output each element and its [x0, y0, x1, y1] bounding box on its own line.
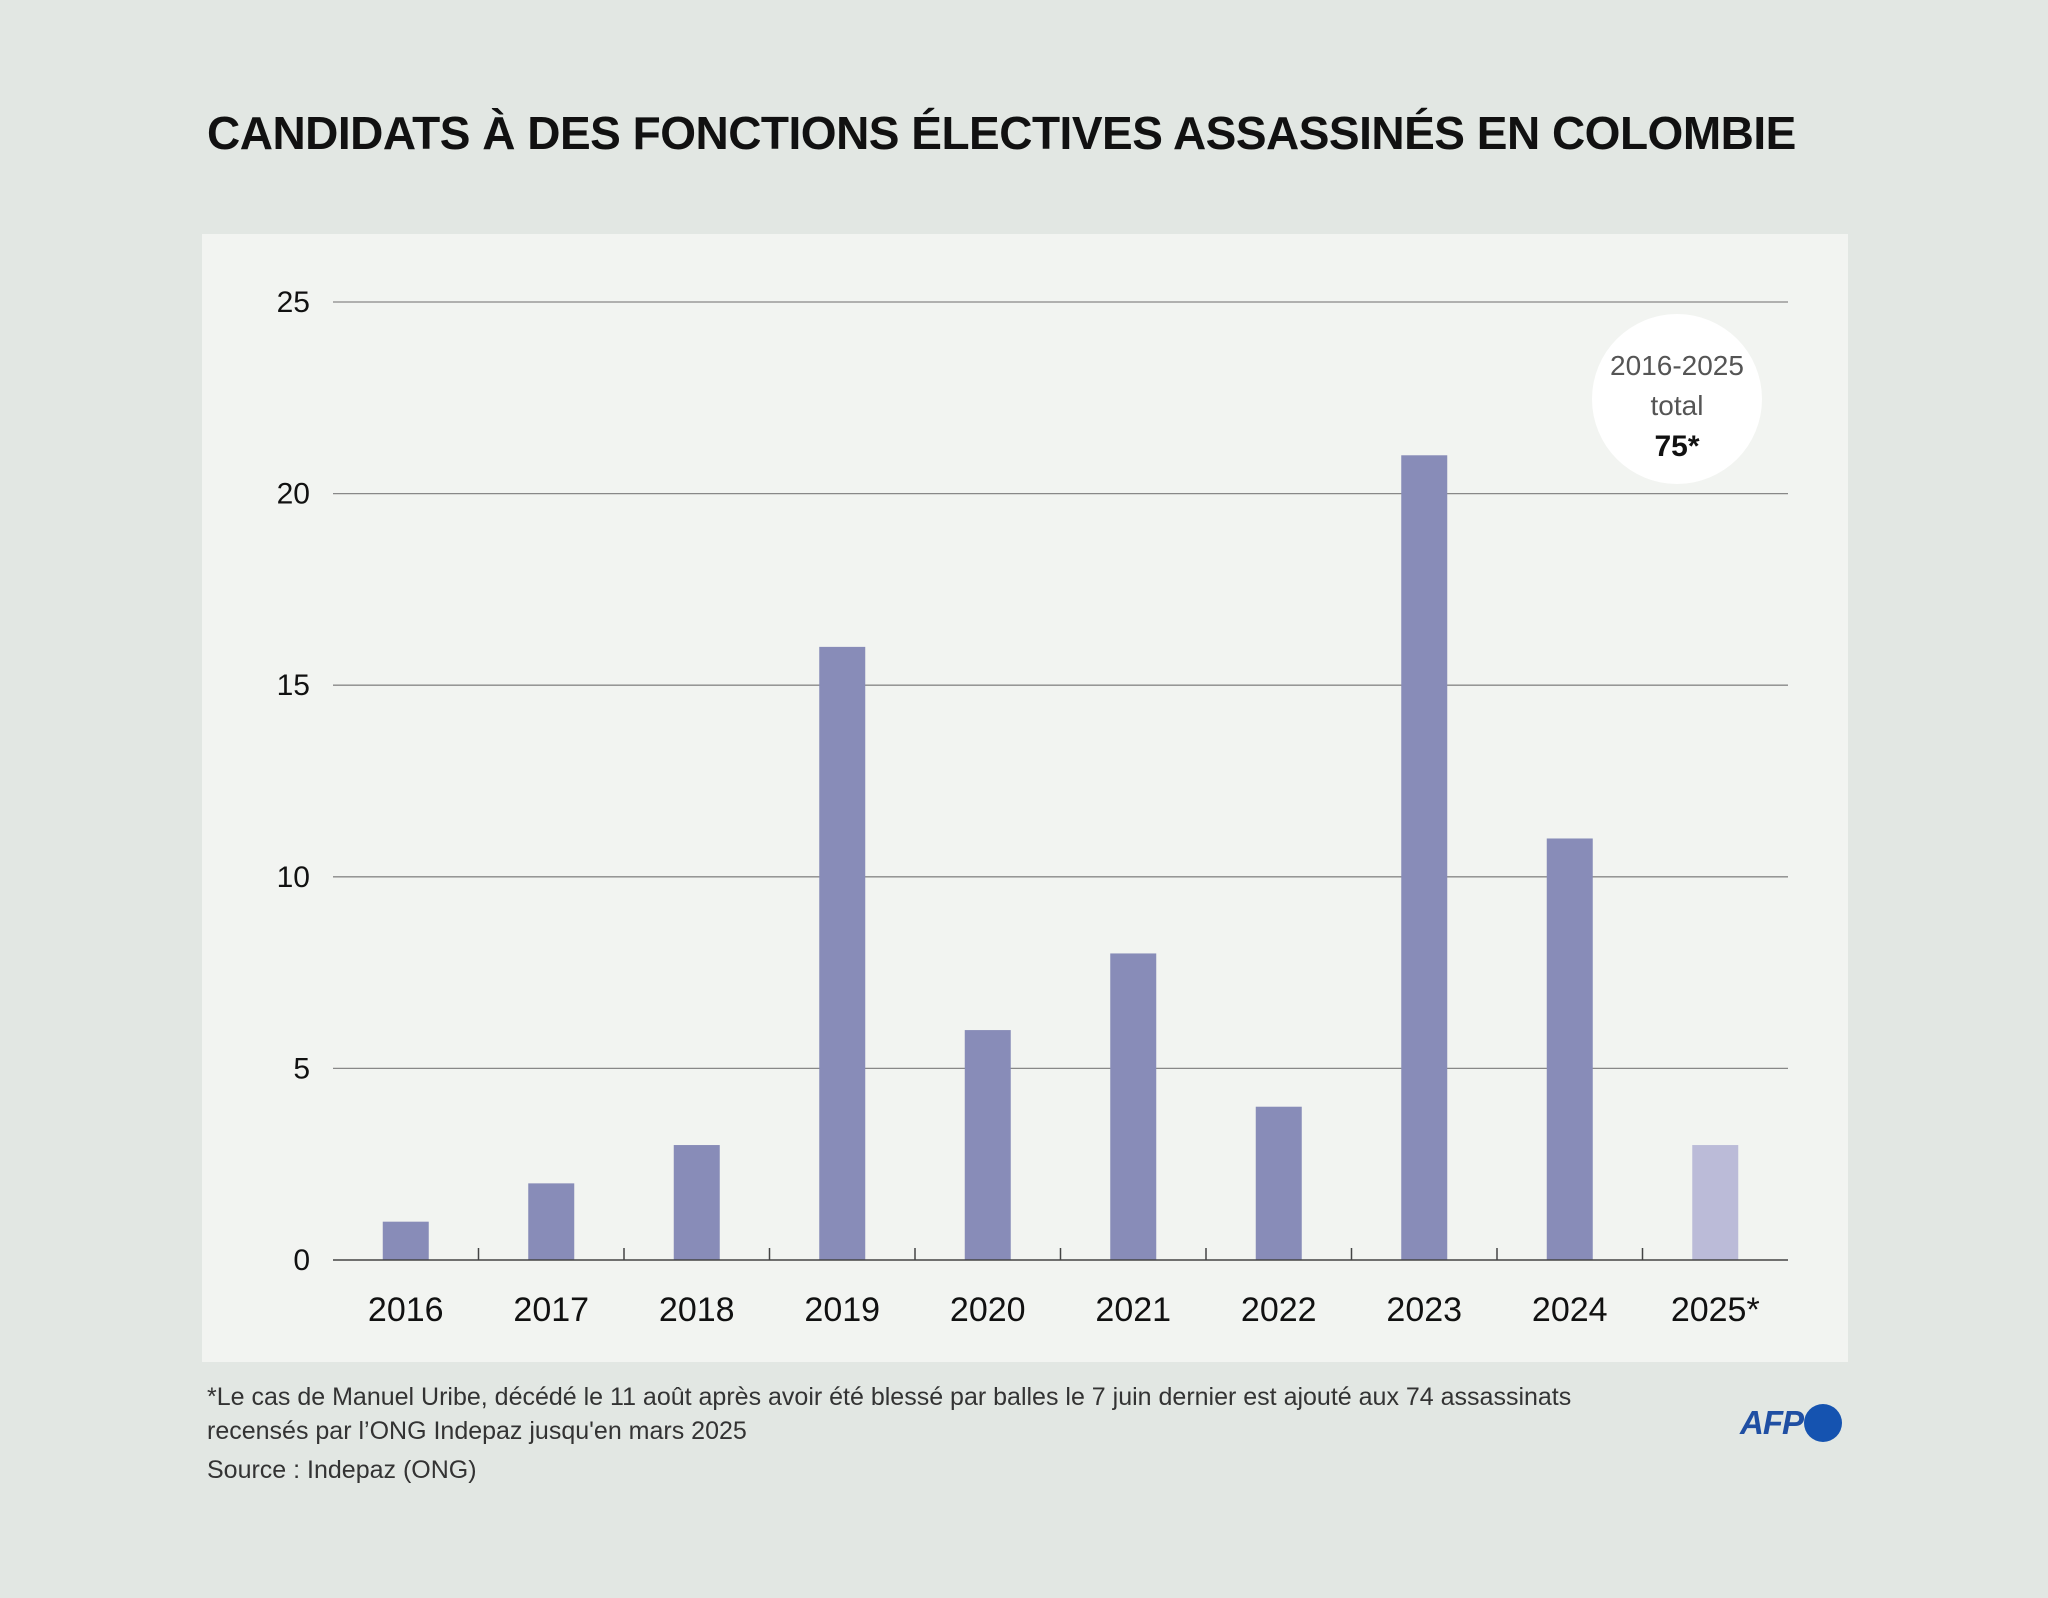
- bar-2020: [964, 1030, 1011, 1260]
- y-tick-label-10: 10: [277, 861, 310, 894]
- y-axis-ticks: 0 5 10 15 20 25: [277, 286, 310, 1277]
- bar-2021: [1110, 953, 1157, 1260]
- total-label: total: [1650, 390, 1704, 421]
- x-tick-label-2020: 2020: [950, 1291, 1026, 1329]
- total-value: 75*: [1654, 430, 1700, 463]
- x-tick-label-2023: 2023: [1386, 1291, 1462, 1329]
- afp-logo-text: AFP: [1740, 1404, 1804, 1441]
- bars: [382, 455, 1739, 1260]
- bar-2016: [382, 1221, 429, 1260]
- footnote-line-1: *Le cas de Manuel Uribe, décédé le 11 ao…: [207, 1383, 1572, 1411]
- grid-lines: [333, 301, 1788, 1070]
- afp-logo: AFP: [1740, 1403, 1842, 1443]
- bar-2017: [528, 1183, 575, 1260]
- x-tick-label-2024: 2024: [1532, 1291, 1608, 1329]
- x-tick-label-2021: 2021: [1095, 1291, 1171, 1329]
- bar-2023: [1401, 455, 1448, 1260]
- y-tick-label-0: 0: [293, 1244, 310, 1277]
- bar-2022: [1255, 1106, 1302, 1260]
- total-bubble: 2016-2025 total 75*: [1592, 314, 1762, 484]
- afp-dot-icon: [1804, 1404, 1842, 1442]
- x-tick-label-2022: 2022: [1241, 1291, 1317, 1329]
- y-tick-label-15: 15: [277, 669, 310, 702]
- x-tick-label-2019: 2019: [804, 1291, 880, 1329]
- source-note: Source : Indepaz (ONG): [207, 1456, 477, 1484]
- footnote-line-2: recensés par l’ONG Indepaz jusqu'en mars…: [207, 1417, 747, 1445]
- y-tick-label-5: 5: [293, 1052, 310, 1085]
- x-tick-label-2025: 2025*: [1671, 1291, 1760, 1329]
- bar-2018: [673, 1145, 720, 1260]
- bar-2025: [1692, 1145, 1739, 1260]
- x-tick-label-2016: 2016: [368, 1291, 444, 1329]
- x-tick-label-2017: 2017: [513, 1291, 589, 1329]
- y-tick-label-25: 25: [277, 286, 310, 319]
- x-axis-labels: 2016 2017 2018 2019 2020 2021 2022 2023 2024 2025…: [368, 1291, 1760, 1329]
- x-tick-label-2018: 2018: [659, 1291, 735, 1329]
- x-axis: [333, 1248, 1788, 1261]
- y-tick-label-20: 20: [277, 478, 310, 511]
- bar-2019: [819, 646, 866, 1260]
- bar-2024: [1546, 838, 1593, 1260]
- chart-title: CANDIDATS À DES FONCTIONS ÉLECTIVES ASSA…: [207, 107, 1796, 159]
- total-period: 2016-2025: [1610, 350, 1744, 381]
